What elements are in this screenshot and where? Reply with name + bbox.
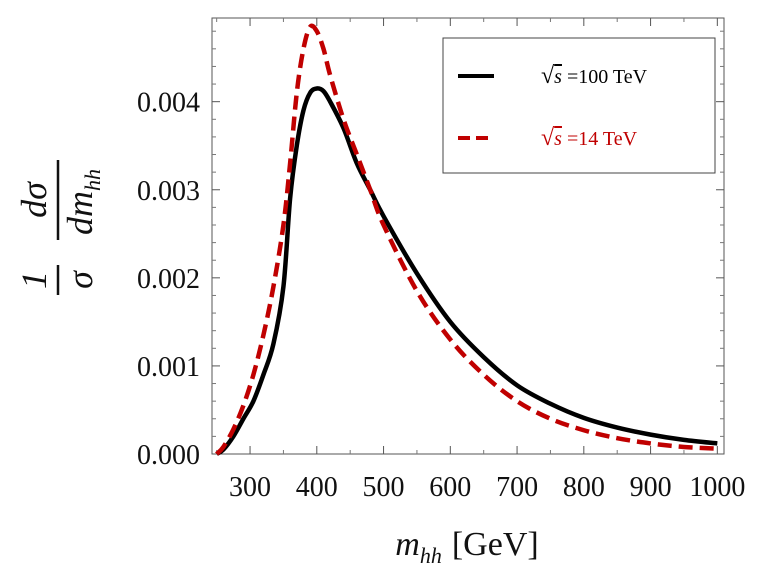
legend-label-14tev: √s =14 TeV <box>541 125 638 151</box>
y-title-dsigma: dσ <box>14 181 54 218</box>
y-axis-title: 1 dσ σ dmhh <box>14 160 105 295</box>
legend-var-100tev: s <box>554 66 562 88</box>
tick-marks <box>212 18 724 455</box>
series-layer <box>215 23 718 456</box>
x-axis-units: [GeV] <box>452 526 539 563</box>
x-axis-title: mhh [GeV] <box>395 526 538 568</box>
legend-value-100tev: =100 TeV <box>562 66 648 88</box>
y-title-sigma: σ <box>60 270 100 289</box>
x-tick-label-400: 400 <box>296 472 338 503</box>
y-tick-label-4: 0.004 <box>137 88 200 119</box>
y-tick-label-1: 0.001 <box>137 352 200 383</box>
legend: √s =100 TeV √s =14 TeV <box>442 37 716 174</box>
y-title-dm-base: dm <box>60 191 100 235</box>
y-tick-label-0: 0.000 <box>137 440 200 471</box>
series-line-14tev <box>215 23 718 456</box>
x-tick-label-700: 700 <box>496 472 538 503</box>
legend-sqrt-14tev: √ <box>541 125 555 151</box>
legend-value-14tev: =14 TeV <box>562 128 638 150</box>
y-tick-label-3: 0.003 <box>137 176 200 207</box>
plot-frame-group <box>211 17 725 455</box>
x-axis-var: m <box>395 526 420 563</box>
x-tick-label-1000: 1000 <box>689 472 745 503</box>
x-axis-sub: hh <box>420 543 442 568</box>
y-title-dm: dmhh <box>60 169 105 235</box>
y-title-one: 1 <box>14 271 54 289</box>
legend-label-100tev: √s =100 TeV <box>541 63 648 89</box>
legend-box <box>442 37 716 174</box>
series-line-100tev <box>215 86 718 456</box>
x-tick-label-500: 500 <box>363 472 405 503</box>
x-tick-label-800: 800 <box>563 472 605 503</box>
plot-frame <box>211 17 725 455</box>
legend-sqrt-100tev: √ <box>541 63 555 89</box>
x-tick-label-300: 300 <box>229 472 271 503</box>
tick-labels: 300 400 500 600 700 800 900 1000 0.000 0.001 0.002… <box>137 88 745 503</box>
x-tick-label-600: 600 <box>429 472 471 503</box>
y-tick-label-2: 0.002 <box>137 264 200 295</box>
legend-var-14tev: s <box>554 128 562 150</box>
y-title-dm-sub: hh <box>80 169 105 191</box>
x-tick-label-900: 900 <box>630 472 672 503</box>
